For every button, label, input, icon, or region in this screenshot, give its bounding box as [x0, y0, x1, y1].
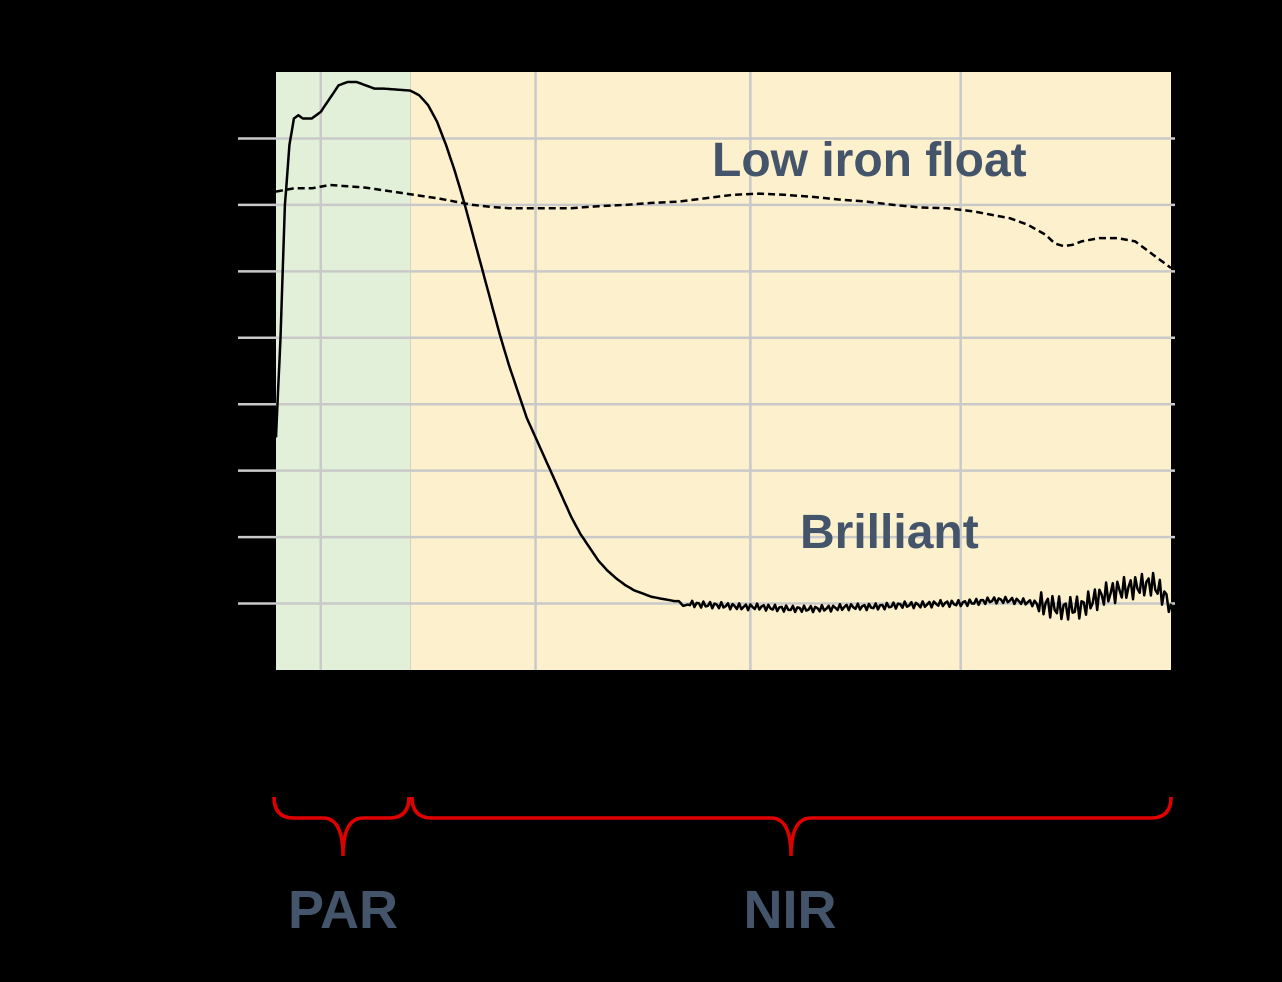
nir-label: NIR [744, 880, 837, 940]
brilliant-label: Brilliant [800, 506, 979, 559]
nir-region [410, 72, 1171, 670]
low-iron-float-series-line [275, 183, 1172, 270]
brilliant-series-line [274, 80, 1173, 621]
nir-brace [410, 796, 1173, 857]
data-series [274, 80, 1173, 621]
par-brace [272, 796, 411, 857]
gridlines [238, 72, 1175, 670]
spectral-regions [276, 72, 1171, 670]
par-region [276, 72, 411, 670]
low-iron-float-label: Low iron float [712, 134, 1027, 187]
region-braces [272, 796, 1173, 857]
par-label: PAR [288, 880, 398, 940]
